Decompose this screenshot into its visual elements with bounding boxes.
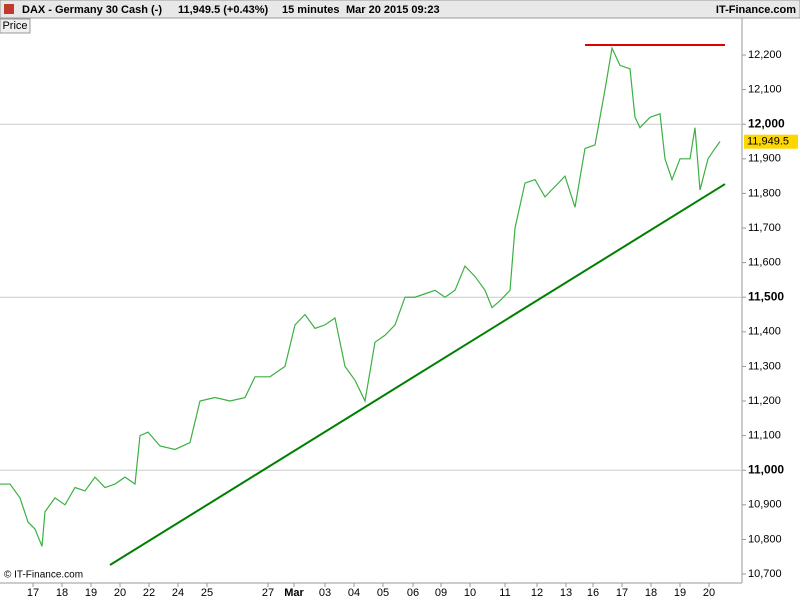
y-tick-label: 10,900: [748, 499, 782, 511]
brand: IT-Finance.com: [716, 4, 796, 16]
y-tick-label: 11,300: [748, 360, 781, 372]
x-tick-label: 18: [645, 587, 657, 599]
x-tick-label: 12: [531, 587, 543, 599]
footer: © IT-Finance.com: [4, 570, 83, 581]
x-tick-label: 22: [143, 587, 155, 599]
x-tick-label: 24: [172, 587, 184, 599]
x-tick-label: 20: [703, 587, 715, 599]
y-tick-label: 11,600: [748, 257, 781, 269]
quote: 11,949.5 (+0.43%): [178, 4, 269, 16]
y-tick-label: 11,700: [748, 222, 781, 234]
y-tick-label: 11,000: [748, 462, 784, 476]
x-tick-label: 10: [464, 587, 476, 599]
y-tick-label: 10,700: [748, 568, 782, 580]
x-tick-label: 19: [85, 587, 97, 599]
x-tick-label: 03: [319, 587, 331, 599]
x-tick-label: 05: [377, 587, 389, 599]
trend-line: [109, 183, 726, 566]
header-bar: [0, 0, 800, 19]
x-tick-label: 11: [499, 587, 510, 599]
timestamp: Mar 20 2015 09:23: [346, 4, 440, 16]
y-tick-label: 11,100: [748, 430, 781, 442]
y-tick-label: 11,400: [748, 326, 781, 338]
instrument: DAX - Germany 30 Cash (-): [22, 4, 162, 16]
y-tick-label: 11,500: [748, 289, 784, 303]
x-tick-label: 20: [114, 587, 126, 599]
x-tick-label: 25: [201, 587, 213, 599]
y-tick-label: 11,900: [748, 153, 781, 165]
last-price-label: 11,949.5: [747, 136, 789, 148]
x-tick-label: 09: [435, 587, 447, 599]
y-tick-label: 11,800: [748, 187, 781, 199]
x-tick-label: 17: [616, 587, 628, 599]
price-line: [0, 46, 721, 547]
tab-label[interactable]: Price: [2, 20, 27, 32]
x-tick-label: 17: [27, 587, 39, 599]
x-tick-label: 18: [56, 587, 68, 599]
y-tick-label: 12,100: [748, 84, 782, 96]
x-tick-label: 19: [674, 587, 686, 599]
interval: 15 minutes: [282, 4, 339, 16]
last-price-tag: [744, 134, 798, 149]
x-tick-label: 04: [348, 587, 360, 599]
x-tick-label: 13: [560, 587, 572, 599]
x-tick-label: 06: [407, 587, 419, 599]
x-tick-label: Mar: [284, 587, 304, 599]
y-tick-label: 12,000: [748, 116, 785, 130]
price-tab[interactable]: [0, 18, 31, 34]
x-tick-label: 16: [587, 587, 599, 599]
y-tick-label: 10,800: [748, 533, 782, 545]
header-icon: [4, 4, 14, 14]
y-tick-label: 12,200: [748, 49, 782, 61]
x-tick-label: 27: [262, 587, 274, 599]
y-tick-label: 11,200: [748, 395, 781, 407]
